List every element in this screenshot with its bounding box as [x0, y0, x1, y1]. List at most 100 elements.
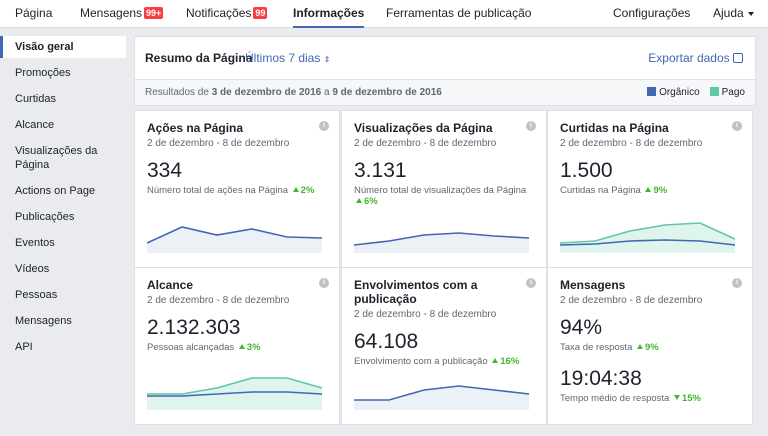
sparkline-line [147, 226, 323, 244]
metric-change: 3% [237, 342, 261, 353]
card-dates: 2 de dezembro - 8 de dezembro [354, 138, 497, 149]
insight-card: Visualizações da Página 2 de dezembro - 8… [341, 110, 547, 268]
sparkline [354, 385, 530, 410]
nav-label[interactable]: Configurações [613, 6, 691, 20]
sparkline-area [560, 223, 735, 253]
nav-item[interactable]: Informações [293, 0, 365, 28]
card-dates: 2 de dezembro - 8 de dezembro [354, 309, 497, 320]
summary-header: Resumo da Página Últimos 7 dias ⇕ Export… [134, 36, 756, 80]
nav-label[interactable]: Mensagens [80, 6, 143, 20]
nav-badge: 99 [253, 7, 268, 19]
nav-item[interactable]: Configurações [613, 0, 690, 28]
main-panel: Resumo da Página Últimos 7 dias ⇕ Export… [134, 36, 756, 436]
summary-title: Resumo da Página [145, 51, 253, 65]
metric-change: 9% [643, 185, 667, 196]
legend-swatch [709, 87, 719, 96]
nav-label[interactable]: Ferramentas de publicação [386, 6, 532, 20]
metric-value: 1.500 [560, 159, 613, 182]
nav-label[interactable]: Ajuda [713, 6, 744, 20]
nav-item[interactable]: Mensagens 99+ [80, 0, 164, 28]
sidebar-item[interactable]: Curtidas [15, 93, 56, 105]
card-title: Visualizações da Página [354, 121, 493, 135]
insight-card: Curtidas na Página 2 de dezembro - 8 de d… [547, 110, 753, 268]
sidebar-item[interactable]: Pessoas [15, 289, 58, 301]
nav-item[interactable]: Ajuda [713, 0, 756, 28]
results-text: Resultados de 3 de dezembro de 2016 a 9 … [145, 87, 442, 98]
caption-text: Curtidas na Página [560, 185, 641, 196]
metric-caption: Pessoas alcançadas 3% [147, 342, 327, 353]
sidebar-item[interactable]: Promoções [15, 67, 71, 79]
change-arrow [637, 344, 643, 349]
sidebar-item[interactable]: Publicações [15, 211, 75, 223]
caption-text: Número total de visualizações da Página [354, 185, 527, 196]
sidebar: Visão geral Promoções Curtidas Alcance Visua… [0, 36, 126, 362]
card-title: Ações na Página [147, 121, 244, 135]
card-dates: 2 de dezembro - 8 de dezembro [560, 138, 703, 149]
change-value: 2% [300, 185, 315, 196]
sidebar-item[interactable]: Actions on Page [15, 185, 96, 197]
change-arrow [292, 187, 299, 192]
caption-text: Pessoas alcançadas [147, 342, 235, 353]
insight-card: Ações na Página 2 de dezembro - 8 de deze… [134, 110, 340, 268]
sidebar-item[interactable]: Eventos [15, 237, 55, 249]
export-button[interactable]: Exportar dados [648, 51, 743, 65]
change-value: 3% [246, 342, 261, 353]
metric-change: 15% [672, 393, 701, 404]
change-arrow [238, 344, 245, 349]
nav-label[interactable]: Notificações [186, 6, 252, 20]
metric-change: 2% [291, 185, 315, 196]
insight-card: Alcance 2 de dezembro - 8 de dezembro i 2.1… [134, 267, 340, 425]
sidebar-item[interactable]: API [15, 341, 33, 353]
change-value: 9% [653, 185, 668, 196]
card-dates: 2 de dezembro - 8 de dezembro [147, 138, 290, 149]
info-icon[interactable]: i [732, 278, 742, 288]
metric-change: 9% [635, 342, 659, 353]
metric-value: 334 [147, 159, 183, 182]
info-icon[interactable]: i [732, 121, 742, 131]
nav-item[interactable]: Ferramentas de publicação [386, 0, 531, 28]
nav-label[interactable]: Página [15, 6, 53, 20]
legend-label: Pago [721, 87, 745, 98]
sidebar-item[interactable]: Visualizações da Página [15, 145, 98, 171]
sparkline-area [147, 378, 322, 410]
sparkline-line [147, 377, 323, 395]
nav-badge: 99+ [144, 7, 164, 19]
metric-value: 2.132.303 [147, 316, 241, 339]
card-dates: 2 de dezembro - 8 de dezembro [560, 295, 703, 306]
info-icon[interactable]: i [526, 121, 536, 131]
sparkline-line [354, 232, 530, 246]
card-title: Alcance [147, 278, 194, 292]
sidebar-item[interactable]: Vídeos [15, 263, 50, 275]
info-icon[interactable]: i [319, 121, 329, 131]
nav-label[interactable]: Informações [293, 6, 365, 20]
info-icon[interactable]: i [526, 278, 536, 288]
sparkline-line [560, 222, 736, 244]
sparkline [147, 377, 323, 410]
results-part: 9 de dezembro de 2016 [332, 87, 442, 98]
info-icon[interactable]: i [319, 278, 329, 288]
period-label[interactable]: Últimos 7 dias [245, 51, 321, 65]
metric-value: 64.108 [354, 330, 419, 353]
dropdown-caret [747, 12, 754, 16]
sidebar-item[interactable]: Visão geral [0, 36, 126, 58]
metric-caption: Tempo médio de resposta 15% [560, 393, 740, 404]
top-nav: Página Mensagens 99+ Notificações 99 Informaç… [0, 0, 768, 28]
change-arrow [673, 395, 680, 400]
card-title: Envolvimentos com a publicação [354, 278, 478, 306]
sparkline-area [147, 227, 322, 253]
sparkline [560, 222, 736, 253]
sidebar-item[interactable]: Mensagens [15, 315, 72, 327]
insight-card: Envolvimentos com a publicação 2 de dezem… [341, 267, 547, 425]
export-label[interactable]: Exportar dados [648, 51, 730, 65]
sidebar-item[interactable]: Alcance [15, 119, 55, 131]
card-dates: 2 de dezembro - 8 de dezembro [147, 295, 290, 306]
nav-item[interactable]: Notificações 99 [186, 0, 268, 28]
change-value: 9% [645, 342, 659, 353]
sparkline-line [354, 385, 530, 401]
results-part: Resultados de [145, 87, 212, 98]
nav-item[interactable]: Página [15, 0, 52, 28]
period-selector[interactable]: Últimos 7 dias ⇕ [245, 51, 331, 65]
metric-caption: Número total de ações na Página 2% [147, 185, 327, 196]
results-part: 3 de dezembro de 2016 [211, 87, 322, 98]
